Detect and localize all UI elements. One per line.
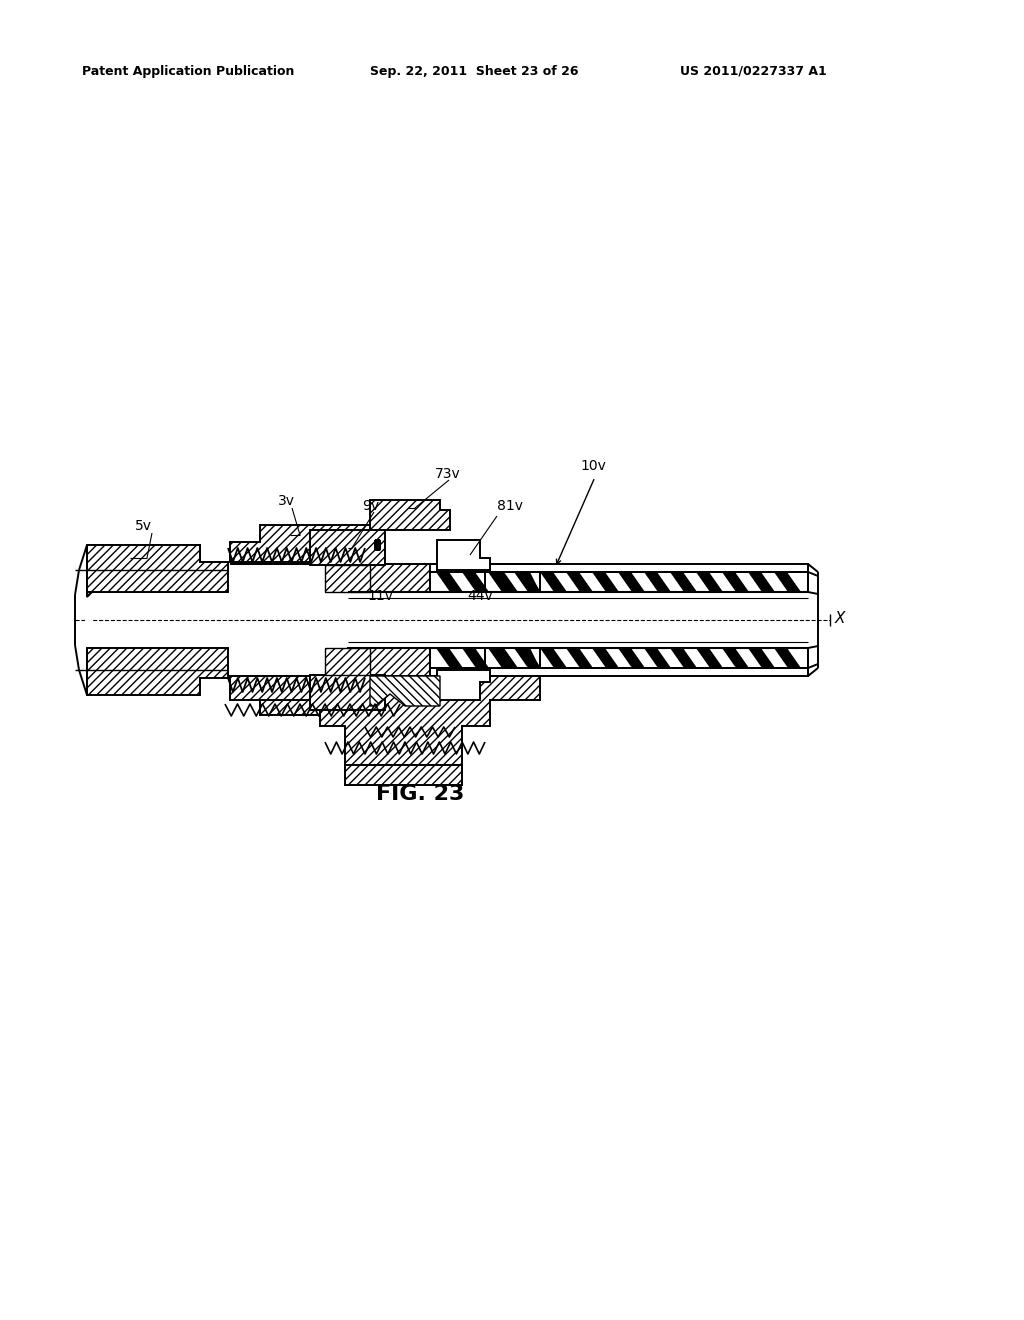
Bar bbox=[485, 648, 540, 668]
Polygon shape bbox=[436, 572, 463, 591]
Polygon shape bbox=[696, 572, 723, 591]
Polygon shape bbox=[618, 572, 645, 591]
Polygon shape bbox=[540, 648, 567, 668]
Text: 10v: 10v bbox=[580, 459, 606, 473]
Polygon shape bbox=[540, 572, 567, 591]
Polygon shape bbox=[722, 572, 749, 591]
Polygon shape bbox=[230, 648, 540, 676]
Bar bbox=[430, 572, 808, 591]
Bar bbox=[430, 648, 808, 668]
Polygon shape bbox=[325, 648, 370, 675]
Polygon shape bbox=[774, 572, 801, 591]
Text: 44v: 44v bbox=[467, 589, 493, 603]
Polygon shape bbox=[696, 648, 723, 668]
Bar bbox=[430, 572, 808, 591]
Polygon shape bbox=[644, 648, 671, 668]
Bar bbox=[485, 648, 540, 668]
Polygon shape bbox=[230, 678, 370, 715]
Polygon shape bbox=[517, 572, 540, 591]
Polygon shape bbox=[230, 525, 370, 562]
Polygon shape bbox=[517, 648, 540, 668]
Polygon shape bbox=[592, 648, 618, 668]
Text: 73v: 73v bbox=[435, 467, 461, 480]
Text: X: X bbox=[835, 611, 846, 626]
Bar bbox=[485, 572, 540, 591]
Polygon shape bbox=[592, 572, 618, 591]
Polygon shape bbox=[644, 572, 671, 591]
Polygon shape bbox=[87, 648, 228, 696]
Polygon shape bbox=[230, 676, 540, 766]
Text: 81v: 81v bbox=[497, 499, 523, 513]
Polygon shape bbox=[748, 572, 775, 591]
Polygon shape bbox=[566, 572, 593, 591]
Polygon shape bbox=[310, 531, 385, 565]
Bar bbox=[430, 648, 808, 668]
Text: Sep. 22, 2011  Sheet 23 of 26: Sep. 22, 2011 Sheet 23 of 26 bbox=[370, 65, 579, 78]
Polygon shape bbox=[462, 572, 489, 591]
Bar bbox=[485, 572, 540, 591]
Polygon shape bbox=[566, 648, 593, 668]
Polygon shape bbox=[514, 648, 541, 668]
Polygon shape bbox=[437, 671, 490, 700]
Polygon shape bbox=[370, 500, 450, 531]
Polygon shape bbox=[748, 648, 775, 668]
Bar bbox=[430, 564, 808, 572]
Polygon shape bbox=[310, 675, 385, 710]
Text: Patent Application Publication: Patent Application Publication bbox=[82, 65, 294, 78]
Polygon shape bbox=[325, 565, 370, 591]
Polygon shape bbox=[437, 540, 490, 570]
Polygon shape bbox=[87, 545, 225, 597]
Polygon shape bbox=[436, 648, 463, 668]
Text: US 2011/0227337 A1: US 2011/0227337 A1 bbox=[680, 65, 826, 78]
Polygon shape bbox=[618, 648, 645, 668]
Polygon shape bbox=[490, 572, 518, 591]
Text: FIG. 23: FIG. 23 bbox=[376, 784, 464, 804]
Text: 9v: 9v bbox=[362, 499, 379, 513]
Polygon shape bbox=[514, 572, 541, 591]
Polygon shape bbox=[345, 766, 462, 785]
Text: 3v: 3v bbox=[278, 494, 295, 508]
Polygon shape bbox=[81, 545, 225, 746]
Polygon shape bbox=[490, 648, 518, 668]
Polygon shape bbox=[670, 648, 697, 668]
Polygon shape bbox=[87, 545, 228, 591]
Polygon shape bbox=[722, 648, 749, 668]
Text: 5v: 5v bbox=[135, 519, 152, 533]
Bar bbox=[430, 668, 808, 676]
Text: 11v: 11v bbox=[367, 589, 393, 603]
Polygon shape bbox=[488, 648, 515, 668]
Polygon shape bbox=[774, 648, 801, 668]
Polygon shape bbox=[488, 572, 515, 591]
Polygon shape bbox=[230, 564, 540, 591]
Polygon shape bbox=[370, 676, 440, 706]
Polygon shape bbox=[462, 648, 489, 668]
Polygon shape bbox=[670, 572, 697, 591]
